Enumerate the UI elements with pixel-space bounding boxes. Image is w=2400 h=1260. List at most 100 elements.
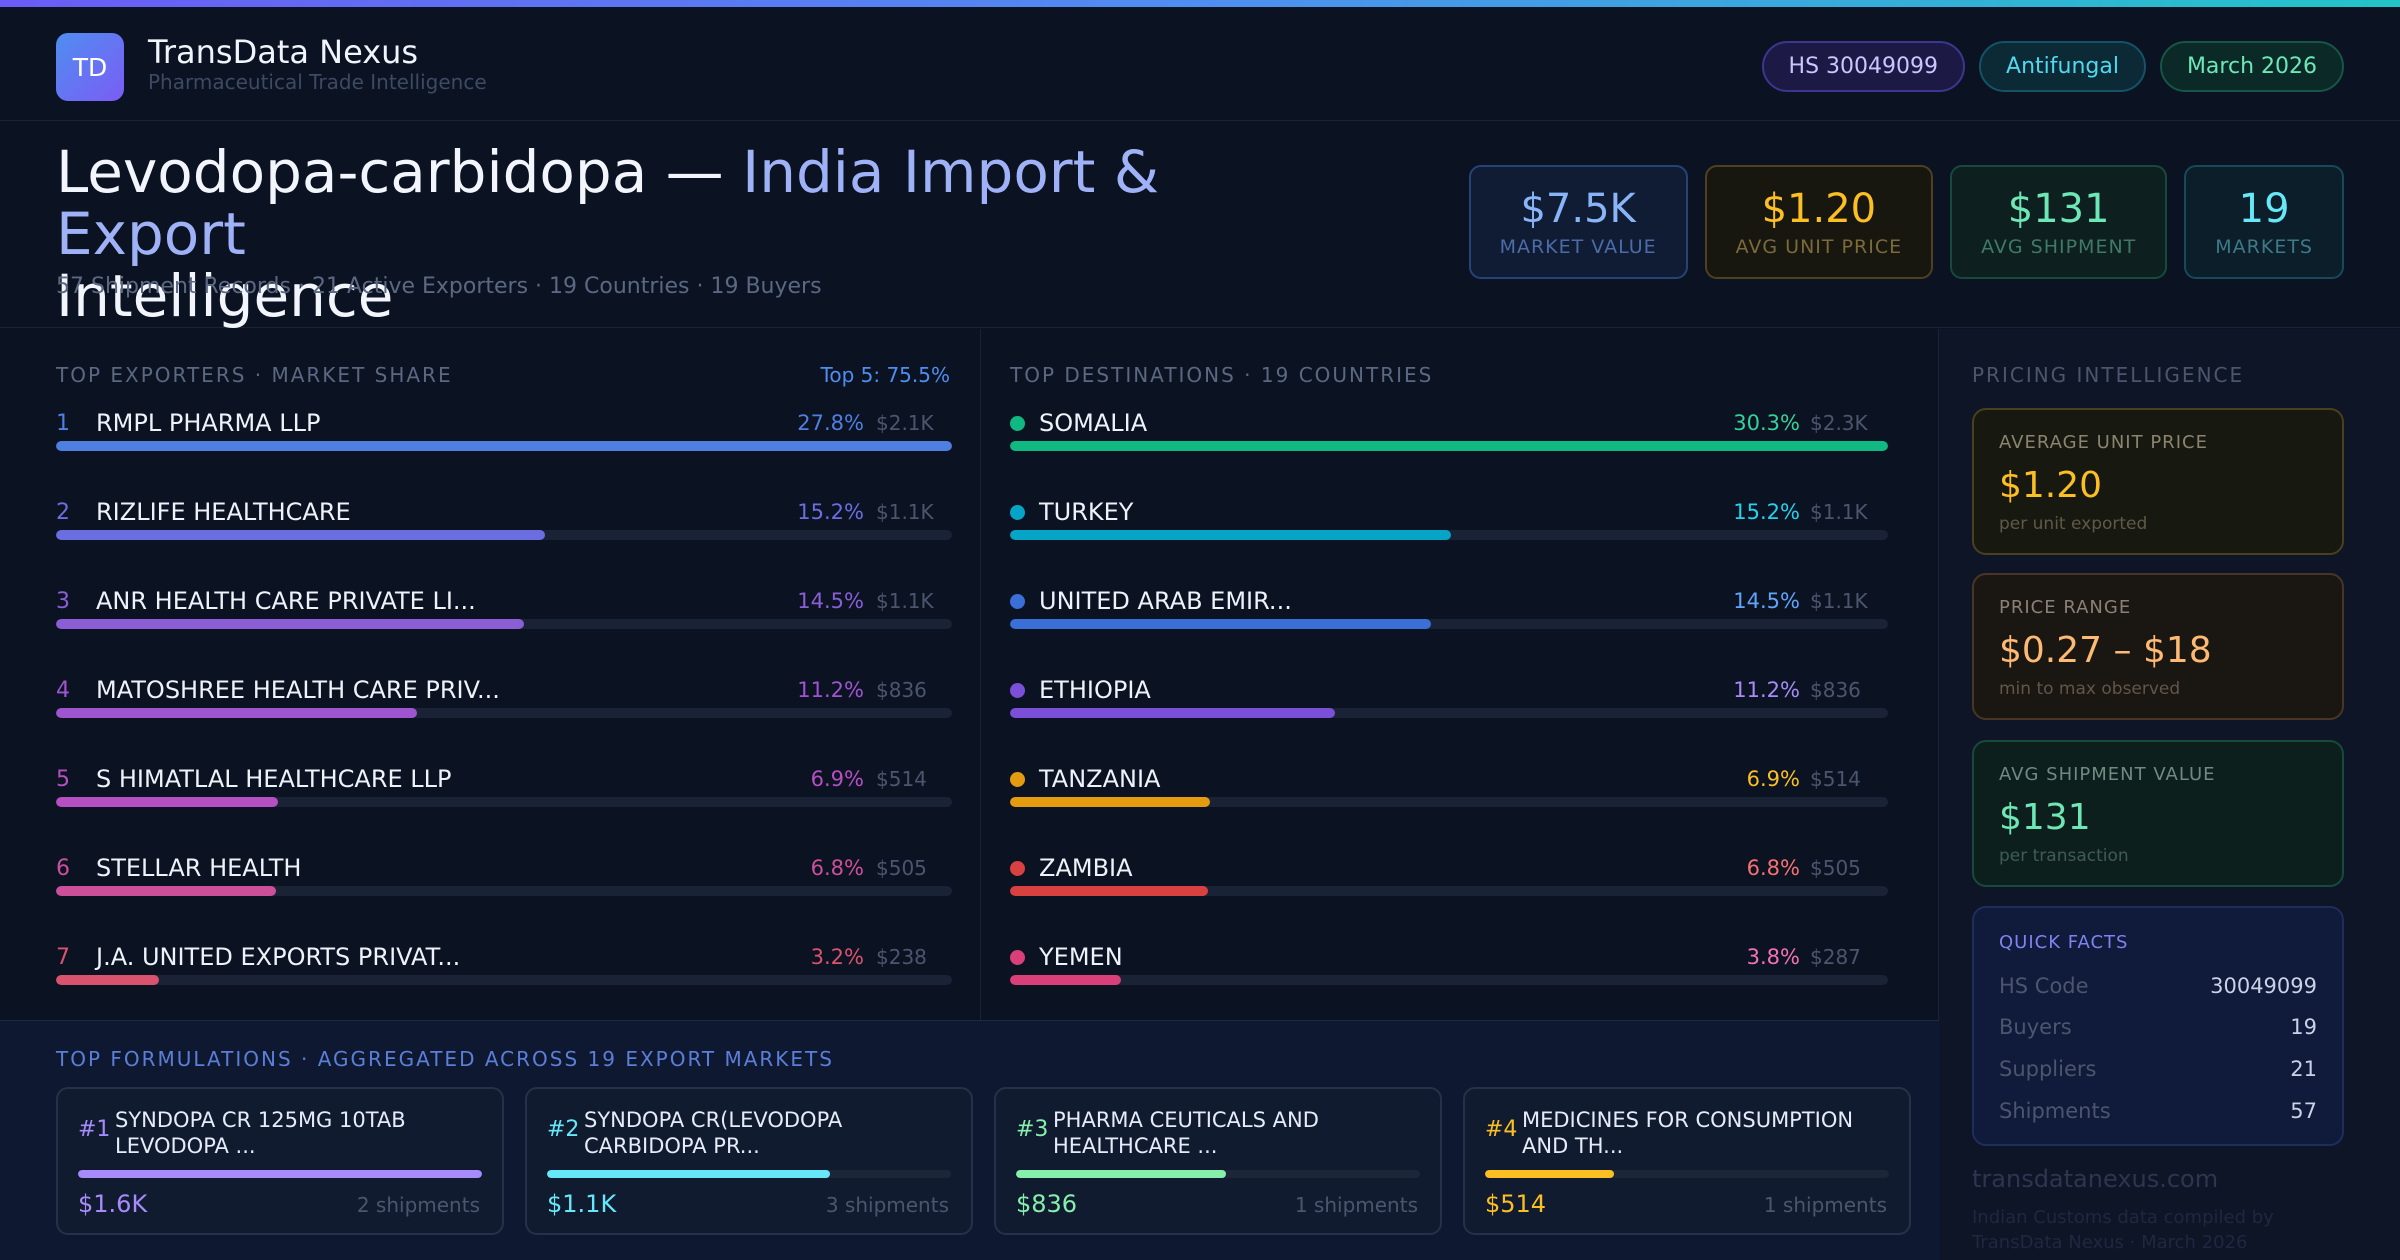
kpi-value: $7.5K bbox=[1520, 186, 1636, 232]
import-value: $2.3K bbox=[1810, 411, 1868, 435]
fact-row: Buyers 19 bbox=[1999, 1015, 2317, 1039]
fact-row: Shipments 57 bbox=[1999, 1099, 2317, 1123]
formulation-bar-fill bbox=[78, 1170, 482, 1178]
destination-row[interactable]: UNITED ARAB EMIR... 14.5% $1.1K bbox=[1010, 587, 1888, 678]
country-name: SOMALIA bbox=[1039, 409, 1148, 437]
import-value: $505 bbox=[1810, 856, 1861, 880]
formulations-section: Top Formulations · Aggregated Across 19 … bbox=[0, 1020, 1939, 1260]
formulation-rank: #1 bbox=[78, 1117, 111, 1142]
import-value: $514 bbox=[1810, 767, 1861, 791]
destinations-panel: Top Destinations · 19 Countries SOMALIA 3… bbox=[981, 329, 1939, 1020]
price-range-card: Price Range $0.27 – $18 min to max obser… bbox=[1972, 573, 2344, 720]
shipment-count: 3 shipments bbox=[825, 1193, 949, 1217]
title-end: Intelligence bbox=[56, 262, 394, 330]
exporter-row[interactable]: 3 ANR HEALTH CARE PRIVATE LI... 14.5% $1.1K bbox=[56, 587, 952, 678]
country-name: TURKEY bbox=[1039, 498, 1134, 526]
share-bar-track bbox=[1010, 619, 1888, 629]
header-pills: HS 30049099 Antifungal March 2026 bbox=[1761, 41, 2344, 92]
card-label: Avg Shipment Value bbox=[1999, 764, 2216, 785]
country-name: ETHIOPIA bbox=[1039, 676, 1151, 704]
kpi-avg-shipment[interactable]: $131 Avg Shipment bbox=[1950, 165, 2168, 279]
share-bar-track bbox=[1010, 708, 1888, 718]
exporter-row[interactable]: 7 J.A. UNITED EXPORTS PRIVAT... 3.2% $238 bbox=[56, 943, 952, 1034]
rank-number: 5 bbox=[56, 767, 70, 792]
exporter-row[interactable]: 1 RMPL PHARMA LLP 27.8% $2.1K bbox=[56, 409, 952, 500]
site-link[interactable]: transdatanexus.com bbox=[1972, 1165, 2219, 1193]
hs-code-pill[interactable]: HS 30049099 bbox=[1761, 41, 1966, 92]
share-percent: 6.8% bbox=[810, 856, 864, 880]
share-percent: 3.2% bbox=[810, 945, 864, 969]
shipment-count: 1 shipments bbox=[1294, 1193, 1418, 1217]
destination-row[interactable]: ETHIOPIA 11.2% $836 bbox=[1010, 676, 1888, 767]
destination-row[interactable]: ZAMBIA 6.8% $505 bbox=[1010, 854, 1888, 945]
period-pill[interactable]: March 2026 bbox=[2159, 41, 2344, 92]
page-title: Levodopa-carbidopa — India Import & Expo… bbox=[56, 141, 1356, 327]
destination-row[interactable]: YEMEN 3.8% $287 bbox=[1010, 943, 1888, 1034]
share-bar-fill bbox=[1010, 708, 1335, 718]
formulation-name: SYNDOPA CR(LEVODOPA CARBIDOPA PR... bbox=[584, 1108, 843, 1158]
card-value: $131 bbox=[1999, 797, 2091, 838]
formulation-bar-track bbox=[78, 1170, 482, 1178]
exporter-name: MATOSHREE HEALTH CARE PRIV... bbox=[96, 676, 500, 704]
brand-subtitle: Pharmaceutical Trade Intelligence bbox=[148, 70, 487, 94]
kpi-avg-unit-price[interactable]: $1.20 Avg Unit Price bbox=[1704, 165, 1934, 279]
quick-facts-heading: Quick Facts bbox=[1999, 932, 2129, 953]
exporter-name: ANR HEALTH CARE PRIVATE LI... bbox=[96, 587, 476, 615]
card-note: min to max observed bbox=[1999, 679, 2181, 699]
import-value: $1.1K bbox=[1810, 589, 1868, 613]
share-bar-fill bbox=[1010, 619, 1432, 629]
formulation-name: MEDICINES FOR CONSUMPTION AND TH... bbox=[1522, 1108, 1854, 1158]
exporter-row[interactable]: 5 S HIMATLAL HEALTHCARE LLP 6.9% $514 bbox=[56, 765, 952, 856]
country-dot-icon bbox=[1010, 772, 1025, 787]
fact-value: 21 bbox=[2290, 1057, 2317, 1081]
rank-number: 7 bbox=[56, 945, 70, 970]
formulation-value: $514 bbox=[1485, 1190, 1547, 1218]
share-bar-fill bbox=[56, 619, 524, 629]
exporter-name: S HIMATLAL HEALTHCARE LLP bbox=[96, 765, 452, 793]
quick-facts-card: Quick Facts HS Code 30049099 Buyers 19 S… bbox=[1972, 906, 2344, 1146]
share-percent: 6.9% bbox=[810, 767, 864, 791]
export-value: $505 bbox=[876, 856, 927, 880]
country-dot-icon bbox=[1010, 683, 1025, 698]
export-value: $1.1K bbox=[876, 500, 934, 524]
formulation-card[interactable]: #4 MEDICINES FOR CONSUMPTION AND TH... $51… bbox=[1463, 1087, 1911, 1235]
category-pill[interactable]: Antifungal bbox=[1979, 41, 2146, 92]
kpi-market-value[interactable]: $7.5K Market Value bbox=[1468, 165, 1688, 279]
share-bar-track bbox=[56, 886, 952, 896]
share-bar-track bbox=[56, 708, 952, 718]
share-percent: 27.8% bbox=[797, 411, 864, 435]
destination-row[interactable]: TURKEY 15.2% $1.1K bbox=[1010, 498, 1888, 589]
share-bar-track bbox=[56, 797, 952, 807]
kpi-markets[interactable]: 19 Markets bbox=[2184, 165, 2344, 279]
formulation-card[interactable]: #2 SYNDOPA CR(LEVODOPA CARBIDOPA PR... $1.… bbox=[525, 1087, 973, 1235]
destination-row[interactable]: TANZANIA 6.9% $514 bbox=[1010, 765, 1888, 856]
country-name: UNITED ARAB EMIR... bbox=[1039, 587, 1292, 615]
formulation-cards: #1 SYNDOPA CR 125MG 10TAB LEVODOPA ... $1.… bbox=[56, 1087, 1911, 1235]
card-note: per transaction bbox=[1999, 846, 2129, 866]
exporter-row[interactable]: 4 MATOSHREE HEALTH CARE PRIV... 11.2% $836 bbox=[56, 676, 952, 767]
fact-row: HS Code 30049099 bbox=[1999, 974, 2317, 998]
formulation-value: $836 bbox=[1016, 1190, 1078, 1218]
share-bar-track bbox=[56, 441, 952, 451]
exporter-name: J.A. UNITED EXPORTS PRIVAT... bbox=[96, 943, 461, 971]
logo[interactable]: TD bbox=[56, 33, 124, 101]
exporter-row[interactable]: 2 RIZLIFE HEALTHCARE 15.2% $1.1K bbox=[56, 498, 952, 589]
formulation-value: $1.1K bbox=[547, 1190, 617, 1218]
import-value: $287 bbox=[1810, 945, 1861, 969]
formulation-card[interactable]: #1 SYNDOPA CR 125MG 10TAB LEVODOPA ... $1.… bbox=[56, 1087, 504, 1235]
formulation-card[interactable]: #3 PHARMA CEUTICALS AND HEALTHCARE ... $83… bbox=[994, 1087, 1442, 1235]
share-percent: 3.8% bbox=[1746, 945, 1800, 969]
rank-number: 1 bbox=[56, 411, 70, 436]
title-accent: India Import & Export bbox=[56, 138, 1160, 268]
fact-key: Suppliers bbox=[1999, 1057, 2097, 1081]
exporter-row[interactable]: 6 STELLAR HEALTH 6.8% $505 bbox=[56, 854, 952, 945]
share-bar-track bbox=[1010, 441, 1888, 451]
formulation-rank: #4 bbox=[1485, 1117, 1518, 1142]
export-value: $836 bbox=[876, 678, 927, 702]
share-bar-fill bbox=[1010, 975, 1121, 985]
kpi-value: $1.20 bbox=[1761, 186, 1877, 232]
destination-row[interactable]: SOMALIA 30.3% $2.3K bbox=[1010, 409, 1888, 500]
formulation-name: PHARMA CEUTICALS AND HEALTHCARE ... bbox=[1053, 1108, 1319, 1158]
share-percent: 11.2% bbox=[797, 678, 864, 702]
fact-value: 30049099 bbox=[2210, 974, 2317, 998]
